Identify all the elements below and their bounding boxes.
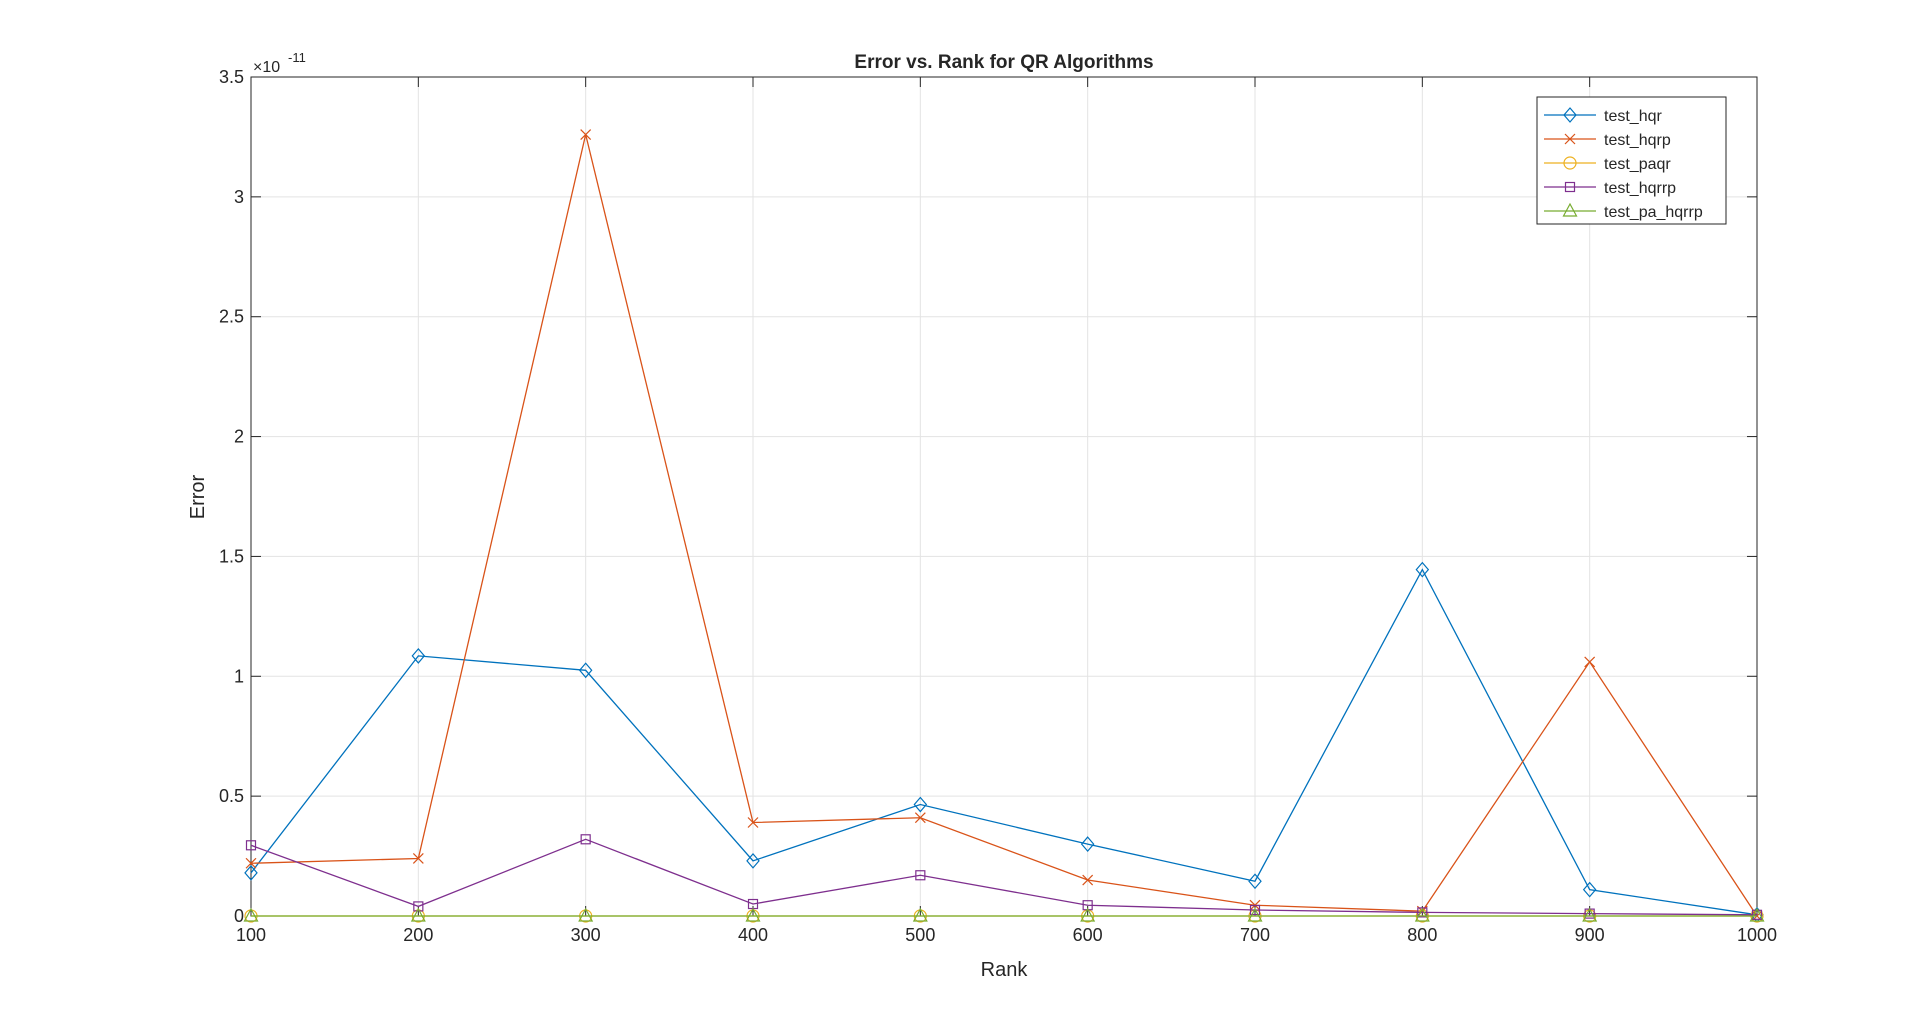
data-point — [244, 864, 258, 881]
marker-stroke — [580, 129, 592, 140]
data-point — [1247, 907, 1263, 922]
y-tick-label: 3.5 — [219, 67, 244, 87]
y-tick-label: 0.5 — [219, 786, 244, 806]
legend-item: test_hqr — [1544, 107, 1662, 125]
legend: test_hqr test_hqrp test_paqr test_hqrrptest… — [1536, 96, 1727, 225]
y-exponent-power: -11 — [288, 50, 306, 65]
x-tick-label: 400 — [738, 925, 768, 945]
series-line — [250, 838, 1758, 916]
data-point — [412, 853, 424, 864]
legend-item: test_paqr — [1544, 156, 1671, 173]
data-point — [912, 907, 928, 922]
data-point — [1582, 881, 1597, 898]
y-tick-label: 0 — [234, 906, 244, 926]
marker-stroke — [412, 853, 424, 864]
data-point — [1414, 907, 1430, 922]
legend-box — [1536, 96, 1727, 225]
data-point — [578, 907, 594, 922]
x-tick-label: 600 — [1073, 925, 1103, 945]
y-tick-label: 1.5 — [219, 546, 244, 566]
x-tick-label: 700 — [1240, 925, 1270, 945]
series-line — [250, 134, 1758, 917]
legend-item: test_pa_hqrrp — [1544, 202, 1703, 221]
data-point — [1080, 907, 1096, 922]
legend-marker — [1563, 156, 1577, 170]
chart-title: Error vs. Rank for QR Algorithms — [854, 52, 1153, 73]
legend-marker — [1563, 107, 1577, 123]
axis-ticks: 100 200 300 400 500 600 700 800 900 1000 0 0.5 1 1.5 2… — [219, 67, 1777, 945]
data-point — [1582, 907, 1598, 922]
data-point — [580, 834, 591, 845]
x-tick-label: 1000 — [1737, 925, 1777, 945]
marker-stroke — [1564, 133, 1576, 145]
data-point — [243, 907, 259, 922]
legend-label: test_hqr — [1604, 108, 1662, 125]
legend-label: test_paqr — [1604, 156, 1671, 173]
y-tick-label: 3 — [234, 187, 244, 207]
data-point — [914, 812, 926, 824]
data-point — [1080, 836, 1095, 853]
y-tick-label: 2 — [234, 427, 244, 447]
series-line — [250, 568, 1758, 916]
data-point — [1749, 907, 1765, 922]
data-point — [745, 907, 761, 922]
x-tick-label: 200 — [403, 925, 433, 945]
y-axis-label: Error — [187, 474, 209, 519]
legend-item: test_hqrrp — [1544, 180, 1676, 197]
data-point — [1082, 874, 1094, 886]
legend-marker — [1562, 202, 1578, 217]
x-tick-label: 100 — [236, 925, 266, 945]
data-point — [410, 907, 426, 922]
legend-item: test_hqrp — [1544, 132, 1671, 149]
data-point — [746, 852, 760, 869]
x-axis-label: Rank — [981, 959, 1029, 981]
legend-marker — [1564, 181, 1576, 193]
series-layer — [243, 129, 1765, 923]
x-tick-label: 500 — [905, 925, 935, 945]
data-point — [1415, 561, 1430, 578]
data-point — [580, 129, 592, 140]
data-point — [245, 840, 257, 851]
y-tick-label: 1 — [234, 666, 244, 686]
legend-label: test_hqrrp — [1604, 180, 1676, 197]
x-tick-label: 800 — [1407, 925, 1437, 945]
data-point — [747, 817, 759, 828]
marker-stroke — [1584, 656, 1596, 668]
marker-stroke — [914, 812, 926, 824]
marker-stroke — [747, 817, 759, 828]
x-tick-label: 900 — [1575, 925, 1605, 945]
legend-label: test_hqrp — [1604, 132, 1671, 149]
data-point — [1751, 909, 1763, 920]
legend-label: test_pa_hqrrp — [1604, 204, 1703, 221]
data-point — [1249, 904, 1261, 916]
marker-stroke — [1082, 874, 1094, 886]
data-point — [578, 662, 593, 679]
y-tick-label: 2.5 — [219, 307, 244, 327]
data-point — [915, 870, 926, 881]
legend-marker — [1564, 133, 1576, 145]
data-point — [1584, 656, 1596, 668]
marker-stroke — [245, 857, 257, 869]
data-point — [411, 647, 426, 664]
series-test_pa_hqrrp — [243, 907, 1765, 922]
series-test_hqr — [244, 561, 1764, 923]
x-tick-label: 300 — [571, 925, 601, 945]
data-point — [913, 796, 928, 813]
data-point — [1248, 873, 1262, 890]
data-point — [245, 857, 257, 869]
data-point — [413, 901, 424, 912]
y-exponent-base: ×10 — [253, 59, 280, 76]
